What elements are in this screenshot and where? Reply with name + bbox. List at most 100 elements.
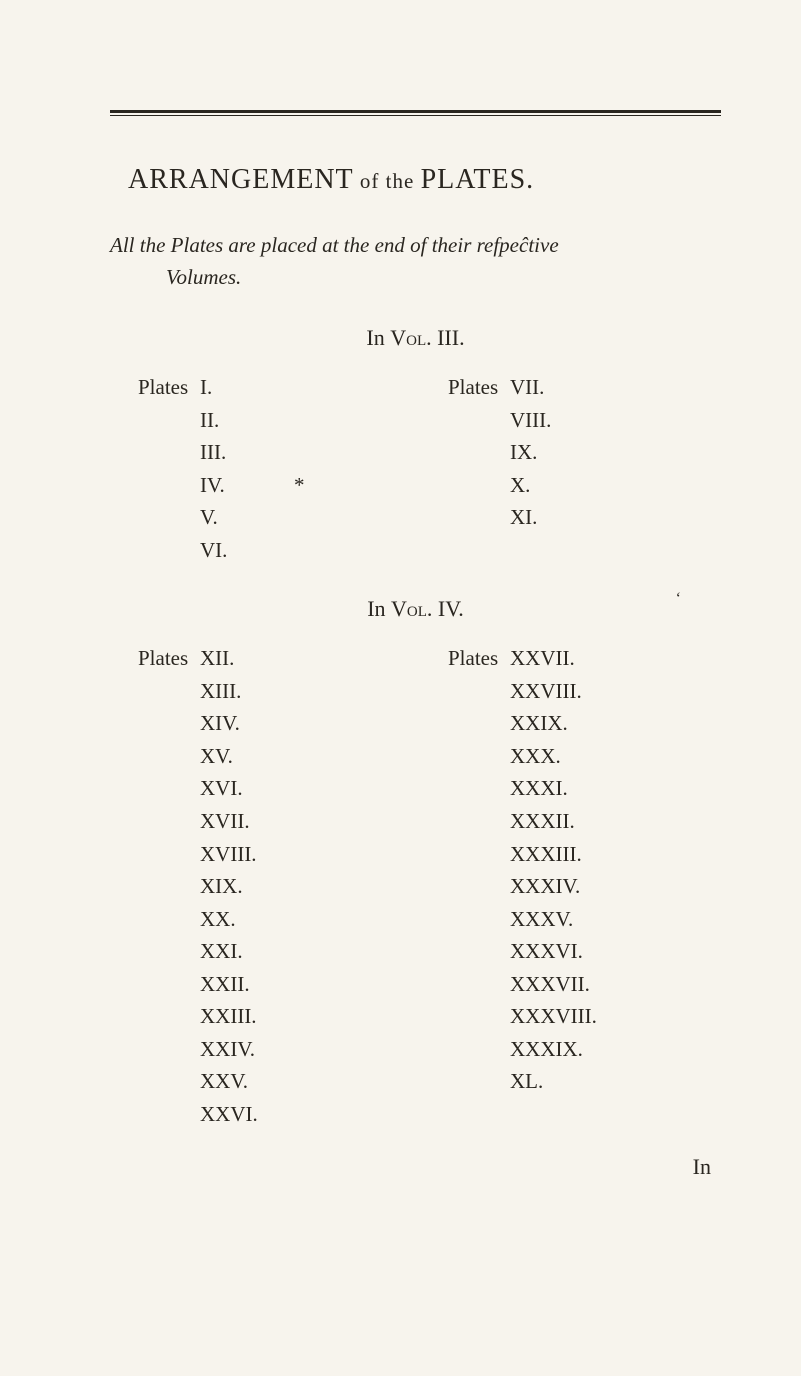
list-item: II. bbox=[138, 404, 438, 437]
list-item: X. bbox=[448, 469, 590, 502]
list-item: PlatesXXVII. bbox=[448, 642, 597, 675]
vol-three-left-col: PlatesI.II.III.IV.*V.VI. bbox=[138, 371, 438, 566]
list-item: PlatesVII. bbox=[448, 371, 590, 404]
vol-four-columns: PlatesXII.XIII.XIV.XV.XVI.XVII.XVIII.XIX… bbox=[110, 642, 721, 1130]
roman-numeral: XI. bbox=[510, 501, 590, 534]
list-item: XL. bbox=[448, 1065, 597, 1098]
roman-numeral: XIII. bbox=[200, 675, 280, 708]
plates-label: Plates bbox=[448, 371, 510, 404]
roman-numeral: XXI. bbox=[200, 935, 280, 968]
list-item: XVIII. bbox=[138, 838, 438, 871]
roman-numeral: XVIII. bbox=[200, 838, 280, 871]
plates-label bbox=[448, 870, 510, 903]
heading-num: III. bbox=[432, 325, 465, 350]
roman-numeral: XXIII. bbox=[200, 1000, 280, 1033]
plates-label bbox=[448, 707, 510, 740]
plates-label bbox=[138, 534, 200, 567]
roman-numeral: XXXVIII. bbox=[510, 1000, 597, 1033]
plates-label bbox=[448, 404, 510, 437]
catchword: In bbox=[110, 1154, 711, 1180]
heading-in: In bbox=[367, 596, 391, 621]
plates-label bbox=[448, 805, 510, 838]
roman-numeral: XV. bbox=[200, 740, 280, 773]
list-item: XXXIII. bbox=[448, 838, 597, 871]
plates-label: Plates bbox=[138, 642, 200, 675]
roman-numeral: V. bbox=[200, 501, 280, 534]
plates-label: Plates bbox=[448, 642, 510, 675]
roman-numeral: XXXII. bbox=[510, 805, 590, 838]
list-item: XXVIII. bbox=[448, 675, 597, 708]
list-item: XIV. bbox=[138, 707, 438, 740]
plates-label bbox=[138, 1098, 200, 1131]
list-item: XIII. bbox=[138, 675, 438, 708]
roman-numeral: XXIV. bbox=[200, 1033, 280, 1066]
page-title: ARRANGEMENT of the PLATES. bbox=[128, 164, 721, 196]
subtitle-line-one: All the Plates are placed at the end of … bbox=[110, 230, 721, 262]
list-item: VIII. bbox=[448, 404, 590, 437]
plates-label bbox=[138, 436, 200, 469]
plates-label bbox=[448, 838, 510, 871]
plates-label bbox=[448, 469, 510, 502]
plates-label bbox=[448, 772, 510, 805]
plates-label bbox=[448, 1000, 510, 1033]
list-item: XXI. bbox=[138, 935, 438, 968]
plates-label bbox=[138, 740, 200, 773]
roman-numeral: XII. bbox=[200, 642, 280, 675]
list-item: XXVI. bbox=[138, 1098, 438, 1131]
plates-label bbox=[448, 740, 510, 773]
plates-label bbox=[138, 501, 200, 534]
list-item: XXV. bbox=[138, 1065, 438, 1098]
plates-label bbox=[138, 707, 200, 740]
roman-numeral: I. bbox=[200, 371, 280, 404]
plates-label bbox=[448, 903, 510, 936]
horizontal-rule bbox=[110, 110, 721, 116]
roman-numeral: XXXIII. bbox=[510, 838, 590, 871]
roman-numeral: XXXIX. bbox=[510, 1033, 590, 1066]
roman-numeral: XX. bbox=[200, 903, 280, 936]
plates-label bbox=[138, 404, 200, 437]
roman-numeral: XXXVI. bbox=[510, 935, 590, 968]
roman-numeral: IV. bbox=[200, 469, 280, 502]
roman-numeral: XVII. bbox=[200, 805, 280, 838]
roman-numeral: XXXVII. bbox=[510, 968, 590, 1001]
roman-numeral: IX. bbox=[510, 436, 590, 469]
list-item: XVII. bbox=[138, 805, 438, 838]
plates-label bbox=[138, 675, 200, 708]
vol-four-left-col: PlatesXII.XIII.XIV.XV.XVI.XVII.XVIII.XIX… bbox=[138, 642, 438, 1130]
roman-numeral: XXV. bbox=[200, 1065, 280, 1098]
roman-numeral: XXVI. bbox=[200, 1098, 280, 1131]
section-heading-vol-three: In Vol. III. bbox=[110, 325, 721, 351]
roman-numeral: XXVII. bbox=[510, 642, 590, 675]
heading-in: In bbox=[366, 325, 390, 350]
title-part-plates: PLATES. bbox=[421, 164, 535, 195]
list-item: XXXIX. bbox=[448, 1033, 597, 1066]
list-item: V. bbox=[138, 501, 438, 534]
roman-numeral: XXIX. bbox=[510, 707, 590, 740]
list-item: XXII. bbox=[138, 968, 438, 1001]
list-item: VI. bbox=[138, 534, 438, 567]
list-item: XXIV. bbox=[138, 1033, 438, 1066]
plates-label bbox=[138, 903, 200, 936]
roman-numeral: XIX. bbox=[200, 870, 280, 903]
plates-label bbox=[138, 968, 200, 1001]
plates-label bbox=[138, 805, 200, 838]
plates-label bbox=[138, 1000, 200, 1033]
list-item: XXXV. bbox=[448, 903, 597, 936]
heading-vol: Vol. bbox=[391, 596, 432, 621]
roman-numeral: XXXIV. bbox=[510, 870, 590, 903]
roman-numeral: III. bbox=[200, 436, 280, 469]
list-item: XIX. bbox=[138, 870, 438, 903]
roman-numeral: VI. bbox=[200, 534, 280, 567]
heading-num: IV. bbox=[432, 596, 463, 621]
list-item: XXXII. bbox=[448, 805, 597, 838]
heading-vol: Vol. bbox=[390, 325, 431, 350]
list-item: XXXVIII. bbox=[448, 1000, 597, 1033]
plates-label bbox=[448, 1033, 510, 1066]
plates-label bbox=[448, 501, 510, 534]
roman-numeral: XXX. bbox=[510, 740, 590, 773]
vol-three-columns: PlatesI.II.III.IV.*V.VI. PlatesVII.VIII.… bbox=[110, 371, 721, 566]
roman-numeral: XXXV. bbox=[510, 903, 590, 936]
section-heading-vol-four: In Vol. IV. bbox=[110, 596, 721, 622]
plates-label bbox=[138, 870, 200, 903]
plates-label bbox=[138, 1065, 200, 1098]
